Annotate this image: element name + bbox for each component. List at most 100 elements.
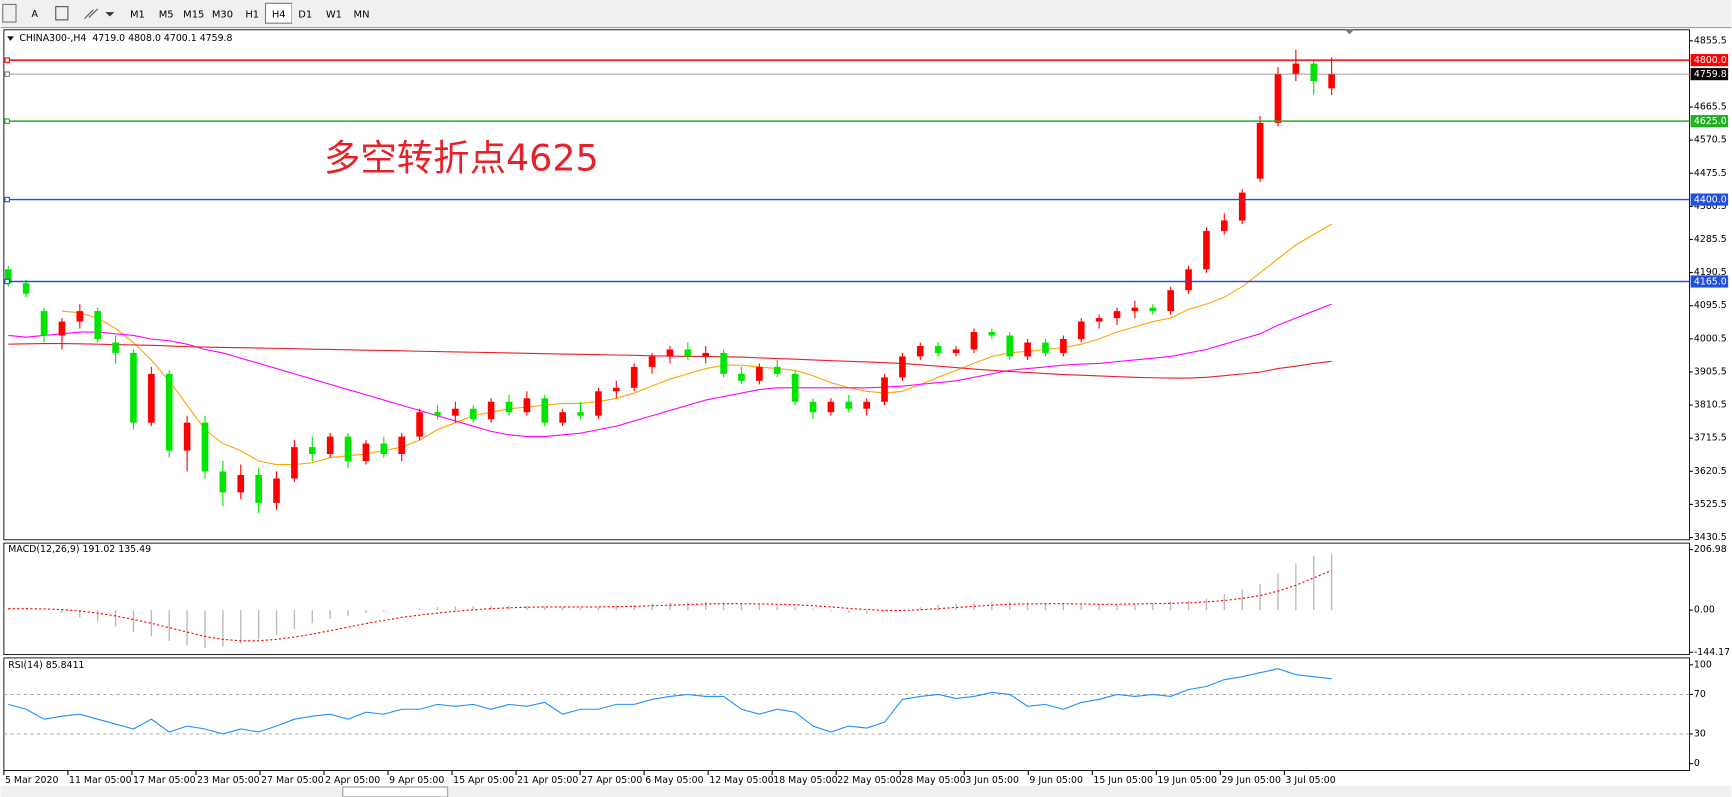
candle-body <box>165 373 173 451</box>
y-tick-label: 0.00 <box>1694 605 1715 616</box>
period-button[interactable]: M5 <box>152 3 180 24</box>
candle-body <box>1256 122 1264 179</box>
button-frame[interactable] <box>124 3 151 24</box>
level-tag <box>1690 275 1729 288</box>
period-button[interactable]: H4 <box>264 2 293 24</box>
period-label[interactable]: H1 <box>245 9 259 20</box>
candle-body <box>505 401 513 413</box>
period-label[interactable]: D1 <box>298 9 312 20</box>
level-handle <box>4 118 10 124</box>
candle-body <box>559 412 566 423</box>
level-label: 4759.8 <box>1694 69 1727 80</box>
x-tick-label: 22 May 05:00 <box>837 775 901 786</box>
x-tick-label: 23 Mar 05:00 <box>197 775 260 786</box>
x-tick-label: 2 Apr 05:00 <box>325 775 380 786</box>
x-tick-label: 19 Jun 05:00 <box>1157 775 1217 786</box>
x-tick-label: 15 Apr 05:00 <box>453 775 514 786</box>
label-tool[interactable] <box>55 6 69 21</box>
button-frame[interactable] <box>291 3 319 24</box>
indicator-title: MACD(12,26,9) 191.02 135.49 <box>8 544 151 555</box>
level-handle <box>4 57 10 63</box>
candle-body <box>380 443 388 455</box>
candle-body <box>362 443 370 462</box>
y-tick-label: 3620.5 <box>1694 466 1727 477</box>
candle-body <box>22 283 30 294</box>
macd-panel <box>3 542 1690 656</box>
chart-title: CHINA300-,H4 4719.0 4808.0 4700.1 4759.8 <box>19 33 232 44</box>
moving-average <box>61 223 1332 466</box>
annotation: 多空转折点4625 <box>324 137 599 180</box>
candle-body <box>827 401 835 413</box>
period-button[interactable]: D1 <box>291 3 319 24</box>
candle-body <box>58 321 66 336</box>
collapse-arrow[interactable] <box>7 36 14 41</box>
candle-body <box>183 422 191 451</box>
period-label[interactable]: H4 <box>272 9 286 20</box>
candle-body <box>899 356 906 378</box>
period-label[interactable]: M1 <box>130 9 145 20</box>
period-button[interactable]: M1 <box>124 3 151 24</box>
candle-body <box>541 398 549 423</box>
candle-body <box>1006 335 1014 357</box>
period-label[interactable]: W1 <box>326 9 342 20</box>
x-tick-label: 27 Apr 05:00 <box>581 775 642 786</box>
crosshair-tool[interactable] <box>2 3 17 23</box>
y-tick-label: 70 <box>1694 689 1706 700</box>
period-button[interactable]: M30 <box>209 3 236 24</box>
period-button[interactable]: W1 <box>320 3 348 24</box>
button-frame[interactable] <box>238 3 266 24</box>
y-tick-label: 3810.5 <box>1694 400 1727 411</box>
y-tick-label: 4570.5 <box>1694 135 1727 146</box>
button-frame[interactable] <box>152 3 180 24</box>
y-tick-label: 3525.5 <box>1694 499 1727 510</box>
y-tick-label: 3905.5 <box>1694 366 1727 377</box>
period-label[interactable]: M30 <box>212 9 233 20</box>
x-tick-label: 3 Jul 05:00 <box>1285 775 1335 786</box>
y-tick-label: 4855.5 <box>1694 35 1727 46</box>
button-frame[interactable] <box>348 3 375 24</box>
y-tick-label: 4190.5 <box>1694 267 1727 278</box>
tab-strip <box>0 785 1732 797</box>
candle-body <box>1221 220 1228 231</box>
shift-marker <box>1345 29 1354 35</box>
period-button[interactable]: H1 <box>238 3 266 24</box>
x-tick-label: 12 May 05:00 <box>709 775 773 786</box>
y-tick-label: 4380.5 <box>1694 201 1727 212</box>
y-tick-label: 3715.5 <box>1694 433 1727 444</box>
button-frame[interactable] <box>180 3 207 24</box>
text-tool[interactable]: A <box>32 9 39 20</box>
button-frame[interactable] <box>209 3 236 24</box>
y-tick-label: 3430.5 <box>1694 532 1727 543</box>
candle-body <box>863 401 870 409</box>
candle-body <box>434 412 441 416</box>
y-tick-label: 4000.5 <box>1694 333 1727 344</box>
period-button[interactable]: MN <box>348 3 375 24</box>
candle-body <box>1292 63 1300 75</box>
period-label[interactable]: MN <box>354 9 370 20</box>
level-tag <box>1690 115 1729 128</box>
x-tick-label: 21 Apr 05:00 <box>517 775 578 786</box>
candle-body <box>130 352 137 423</box>
candle-body <box>523 398 531 413</box>
level-handle <box>4 196 10 203</box>
dropdown[interactable] <box>105 12 115 17</box>
chart-tab[interactable] <box>342 786 449 797</box>
level-handle <box>4 278 10 285</box>
period-label[interactable]: M15 <box>183 9 204 20</box>
candle-body <box>1149 307 1157 312</box>
period-button[interactable]: M15 <box>180 3 207 24</box>
level-tag <box>1690 54 1729 67</box>
button-frame[interactable] <box>320 3 348 24</box>
candle-body <box>970 332 978 350</box>
candle-body <box>952 349 960 353</box>
y-tick-label: 4665.5 <box>1694 102 1727 113</box>
candle-body <box>916 345 924 357</box>
candle-body <box>1042 342 1049 353</box>
candle-body <box>1328 74 1335 89</box>
level-tag <box>1690 68 1729 81</box>
candle-body <box>577 412 584 416</box>
arrow-tool[interactable] <box>84 8 99 20</box>
period-label[interactable]: M5 <box>159 9 174 20</box>
candle-body <box>398 436 406 455</box>
